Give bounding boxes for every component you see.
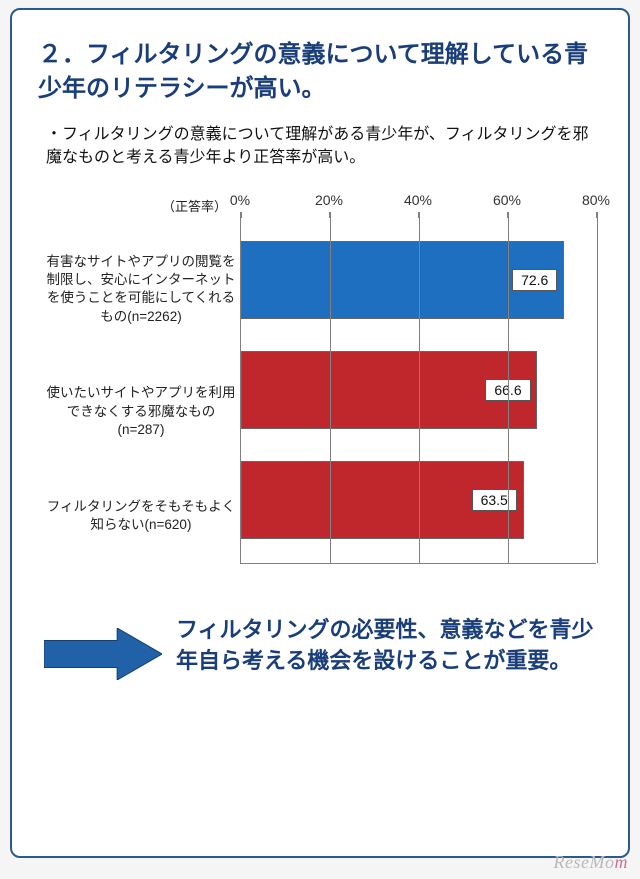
tick-mark bbox=[329, 212, 331, 218]
watermark-main: ReseMo bbox=[554, 852, 615, 872]
bar-value-label: 63.5 bbox=[472, 489, 517, 511]
slide-frame: ２．フィルタリングの意義について理解している青少年のリテラシーが高い。 ・フィル… bbox=[10, 8, 630, 858]
x-tick-label: 40% bbox=[404, 192, 432, 208]
tick-mark bbox=[596, 212, 598, 218]
grid-line bbox=[330, 218, 331, 563]
grid-line bbox=[508, 218, 509, 563]
grid-line bbox=[597, 218, 598, 563]
plot-area: 0%20%40%60%80% 72.666.663.5 bbox=[240, 192, 596, 564]
y-axis-labels: 有害なサイトやアプリの閲覧を制限し、安心にインターネットを使うことを可能にしてく… bbox=[42, 192, 240, 564]
category-label: フィルタリングをそもそもよく知らない(n=620) bbox=[42, 498, 240, 534]
x-tick-label: 60% bbox=[493, 192, 521, 208]
conclusion-row: フィルタリングの必要性、意義などを青少年自ら考える機会を設けることが重要。 bbox=[38, 614, 602, 680]
tick-mark bbox=[240, 212, 242, 218]
bar-value-label: 72.6 bbox=[512, 269, 557, 291]
tick-mark bbox=[507, 212, 509, 218]
x-tick-label: 20% bbox=[315, 192, 343, 208]
category-label: 使いたいサイトやアプリを利用できなくする邪魔なもの(n=287) bbox=[42, 384, 240, 439]
watermark-accent: m bbox=[615, 852, 629, 872]
grid-line bbox=[419, 218, 420, 563]
tick-mark bbox=[418, 212, 420, 218]
arrow-icon bbox=[44, 628, 162, 680]
x-tick-label: 80% bbox=[582, 192, 610, 208]
conclusion-text: フィルタリングの必要性、意義などを青少年自ら考える機会を設けることが重要。 bbox=[176, 614, 602, 678]
slide-subtitle: ・フィルタリングの意義について理解がある青少年が、フィルタリングを邪魔なものと考… bbox=[38, 123, 602, 169]
x-tick-label: 0% bbox=[230, 192, 250, 208]
slide-title: ２．フィルタリングの意義について理解している青少年のリテラシーが高い。 bbox=[38, 38, 602, 105]
chart: （正答率） 有害なサイトやアプリの閲覧を制限し、安心にインターネットを使うことを… bbox=[42, 192, 602, 564]
watermark: ReseMom bbox=[554, 852, 628, 873]
category-label: 有害なサイトやアプリの閲覧を制限し、安心にインターネットを使うことを可能にしてく… bbox=[42, 253, 240, 326]
